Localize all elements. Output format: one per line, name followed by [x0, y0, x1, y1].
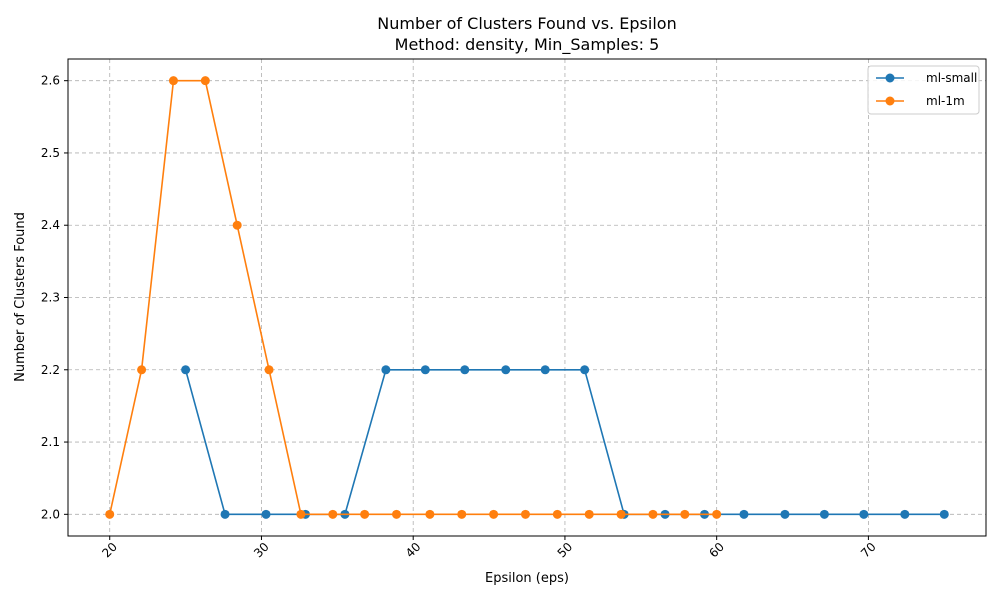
data-point-ml-small — [381, 365, 391, 375]
data-point-ml-small — [460, 365, 470, 375]
chart-subtitle: Method: density, Min_Samples: 5 — [395, 35, 660, 55]
data-point-ml-1m — [328, 509, 338, 519]
data-point-ml-1m — [392, 509, 402, 519]
data-point-ml-1m — [168, 76, 178, 86]
data-point-ml-1m — [264, 365, 274, 375]
data-point-ml-1m — [200, 76, 210, 86]
legend-marker-ml-small — [885, 73, 895, 83]
y-tick-label: 2.4 — [41, 218, 60, 232]
data-point-ml-small — [261, 509, 271, 519]
data-point-ml-1m — [584, 509, 594, 519]
y-tick-label: 2.1 — [41, 435, 60, 449]
data-point-ml-small — [819, 509, 829, 519]
data-point-ml-1m — [296, 509, 306, 519]
data-point-ml-small — [220, 509, 230, 519]
data-point-ml-small — [181, 365, 191, 375]
data-point-ml-1m — [552, 509, 562, 519]
data-point-ml-1m — [712, 509, 722, 519]
chart-title: Number of Clusters Found vs. Epsilon — [377, 14, 676, 33]
data-point-ml-small — [780, 509, 790, 519]
y-axis-ticks: 2.0 2.1 2.2 2.3 2.4 2.5 2.6 — [41, 74, 68, 521]
data-point-ml-small — [859, 509, 869, 519]
y-tick-label: 2.0 — [41, 507, 60, 521]
data-point-ml-small — [900, 509, 910, 519]
data-point-ml-1m — [489, 509, 499, 519]
y-tick-label: 2.3 — [41, 291, 60, 305]
data-point-ml-1m — [616, 509, 626, 519]
data-point-ml-small — [739, 509, 749, 519]
data-point-ml-small — [939, 509, 949, 519]
x-axis-label: Epsilon (eps) — [485, 571, 569, 586]
data-point-ml-1m — [457, 509, 467, 519]
y-tick-label: 2.5 — [41, 146, 60, 160]
data-point-ml-1m — [648, 509, 658, 519]
data-point-ml-1m — [360, 509, 370, 519]
series-line-ml-1m — [108, 79, 717, 516]
data-point-ml-1m — [425, 509, 435, 519]
series-ml-1m — [105, 76, 722, 519]
y-tick-label: 2.2 — [41, 363, 60, 377]
legend-label-ml-1m: ml-1m — [926, 94, 965, 108]
y-axis-label: Number of Clusters Found — [13, 212, 28, 382]
data-point-ml-small — [540, 365, 550, 375]
data-point-ml-small — [580, 365, 590, 375]
data-point-ml-1m — [520, 509, 530, 519]
data-point-ml-small — [420, 365, 430, 375]
y-tick-label: 2.6 — [41, 74, 60, 88]
series-layer — [105, 76, 949, 519]
data-point-ml-1m — [232, 220, 242, 230]
legend: ml-small ml-1m — [867, 65, 980, 115]
legend-marker-ml-1m — [885, 96, 895, 106]
data-point-ml-1m — [105, 509, 115, 519]
data-point-ml-small — [501, 365, 511, 375]
data-point-ml-1m — [137, 365, 147, 375]
legend-label-ml-small: ml-small — [926, 71, 977, 85]
data-point-ml-1m — [680, 509, 690, 519]
